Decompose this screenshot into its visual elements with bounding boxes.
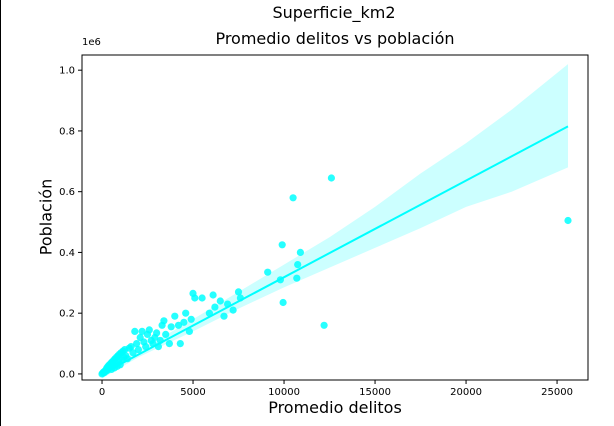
x-axis-label: Promedio delitos xyxy=(268,398,402,417)
data-point xyxy=(327,174,335,182)
data-point xyxy=(134,346,142,354)
data-point xyxy=(264,268,272,276)
figure-suptitle: Superficie_km2 xyxy=(272,3,396,22)
data-point xyxy=(220,312,228,320)
data-point xyxy=(278,241,286,249)
data-point xyxy=(127,343,135,351)
data-point xyxy=(129,349,137,357)
y-tick-label: 0.0 xyxy=(59,369,75,380)
confidence-band-layer xyxy=(102,64,568,379)
points-layer xyxy=(98,174,572,378)
data-point xyxy=(153,329,161,337)
data-point xyxy=(176,340,184,348)
data-point xyxy=(320,321,328,329)
data-point xyxy=(294,261,302,269)
data-point xyxy=(180,318,188,326)
y-offset-label: 1e6 xyxy=(82,37,101,48)
y-tick-label: 0.2 xyxy=(59,309,75,320)
x-ticks: 0 5000 10000 15000 20000 25000 xyxy=(99,380,573,398)
data-point xyxy=(289,194,297,202)
data-point xyxy=(160,317,168,325)
data-point xyxy=(165,340,173,348)
data-point xyxy=(564,216,572,225)
data-point xyxy=(182,309,190,317)
data-point xyxy=(279,298,287,307)
data-point xyxy=(145,326,153,334)
data-point xyxy=(162,330,170,338)
data-point xyxy=(142,343,150,351)
data-point xyxy=(211,303,219,311)
data-point xyxy=(138,327,146,335)
data-point xyxy=(187,315,195,323)
y-ticks: 0.0 0.2 0.4 0.6 0.8 1.0 xyxy=(59,66,82,380)
x-tick-label: 10000 xyxy=(268,387,300,398)
data-point xyxy=(198,294,206,302)
y-tick-label: 1.0 xyxy=(59,66,75,77)
y-tick-label: 0.6 xyxy=(59,187,75,198)
data-point xyxy=(171,312,179,320)
x-tick-label: 15000 xyxy=(359,387,391,398)
x-tick-label: 0 xyxy=(99,387,105,398)
data-point xyxy=(234,288,243,296)
chart-title: Promedio delitos vs población xyxy=(215,29,455,48)
data-point xyxy=(293,274,301,282)
data-point xyxy=(229,306,237,314)
x-tick-label: 5000 xyxy=(180,387,205,398)
data-point xyxy=(296,248,304,256)
confidence-band xyxy=(102,64,568,379)
data-point xyxy=(167,323,175,331)
data-point xyxy=(216,297,224,305)
x-tick-label: 25000 xyxy=(541,387,573,398)
left-frame-edge xyxy=(0,0,1,426)
data-point xyxy=(174,321,183,329)
data-point xyxy=(131,327,139,335)
data-point xyxy=(185,327,193,335)
plot-frame xyxy=(81,54,589,381)
y-tick-label: 0.8 xyxy=(59,126,75,137)
data-point xyxy=(191,294,199,302)
y-tick-label: 0.4 xyxy=(59,248,75,259)
regression-line-layer xyxy=(101,125,569,375)
data-point xyxy=(133,340,141,348)
regression-line xyxy=(101,125,569,375)
data-point xyxy=(209,291,217,299)
x-tick-label: 20000 xyxy=(450,387,482,398)
